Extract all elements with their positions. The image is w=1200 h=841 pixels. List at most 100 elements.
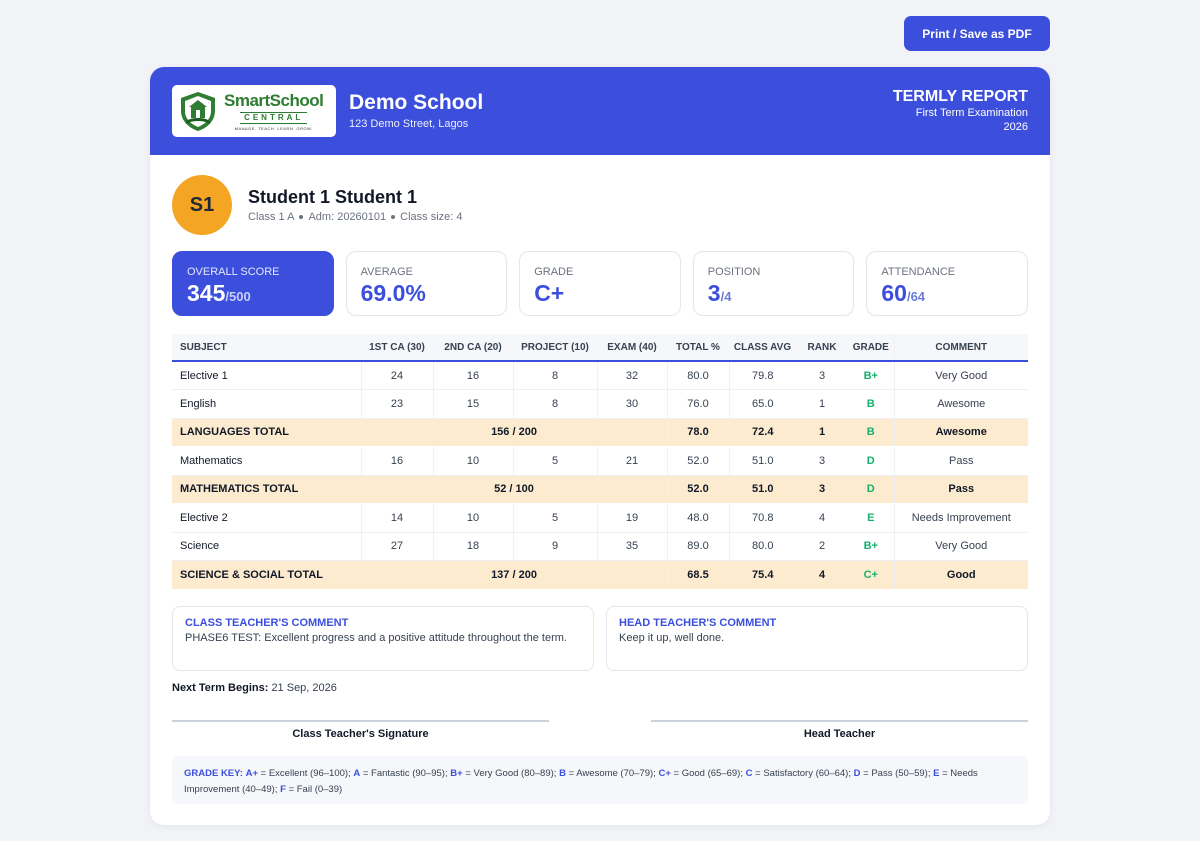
logo-central-text: CENTRAL xyxy=(240,111,308,124)
table-cell: D xyxy=(848,446,895,476)
table-cell: 72.4 xyxy=(729,418,796,447)
school-address: 123 Demo Street, Lagos xyxy=(349,118,469,130)
table-cell: Mathematics xyxy=(172,446,362,476)
table-cell: 27 xyxy=(361,532,434,561)
grade-key-grade: B+ xyxy=(450,768,463,779)
table-cell: 3 xyxy=(796,361,848,390)
table-cell: Very Good xyxy=(894,361,1028,390)
head-teacher-comment: HEAD TEACHER'S COMMENT Keep it up, well … xyxy=(606,606,1028,671)
table-cell: 1 xyxy=(796,389,848,419)
stat-value: C+ xyxy=(534,280,565,306)
table-cell: 52 / 100 xyxy=(361,475,668,504)
table-cell: Pass xyxy=(894,446,1028,476)
table-cell: B xyxy=(848,418,895,447)
table-cell: 9 xyxy=(513,532,598,561)
grade-key-desc: = Pass (50–59); xyxy=(863,768,931,779)
table-cell: Very Good xyxy=(894,532,1028,561)
grade-key-desc: = Good (65–69); xyxy=(673,768,743,779)
school-shield-icon xyxy=(181,92,215,131)
table-cell: LANGUAGES TOTAL xyxy=(172,418,362,447)
grade-key-desc: = Fail (0–39) xyxy=(288,784,343,795)
grade-key-grade: C+ xyxy=(658,768,671,779)
grade-key-grade: A xyxy=(353,768,361,779)
next-term: Next Term Begins: 21 Sep, 2026 xyxy=(172,682,337,694)
class-teacher-signature: Class Teacher's Signature xyxy=(172,720,549,740)
total-row: SCIENCE & SOCIAL TOTAL 137 / 200 68.5 75.4 4… xyxy=(172,560,1028,590)
column-header: PROJECT (10) xyxy=(513,334,597,362)
table-cell: E xyxy=(848,503,895,533)
stat-value: 345/500 xyxy=(187,280,251,306)
comment-text: PHASE6 TEST: Excellent progress and a po… xyxy=(185,632,567,644)
stat-value: 3/4 xyxy=(707,280,732,306)
comment-title: CLASS TEACHER'S COMMENT xyxy=(185,617,349,629)
separator-dot xyxy=(391,215,396,219)
stat-position: POSITION 3/4 xyxy=(692,251,855,316)
grade-key-grade: E xyxy=(933,768,940,779)
table-cell: B+ xyxy=(848,361,895,390)
table-cell: 24 xyxy=(361,361,434,390)
logo-wordmark: SmartSchool xyxy=(224,90,324,110)
grade-key: GRADE KEY: A+ = Excellent (96–100); A = … xyxy=(172,756,1028,804)
report-card: SmartSchool CENTRAL MANAGE. TEACH. LEARN… xyxy=(150,67,1050,825)
stat-label: OVERALL SCORE xyxy=(187,266,280,278)
grade-key-grade: D xyxy=(853,768,861,779)
comment-title: HEAD TEACHER'S COMMENT xyxy=(619,617,777,629)
table-cell: 1 xyxy=(796,418,848,447)
total-row: LANGUAGES TOTAL 156 / 200 78.0 72.4 1 B Awesom… xyxy=(172,418,1028,447)
table-cell: 3 xyxy=(796,475,848,504)
table-cell: 5 xyxy=(513,446,598,476)
head-teacher-signature: Head Teacher xyxy=(651,720,1028,740)
table-cell: 156 / 200 xyxy=(361,418,668,447)
student-adm: Adm: 20260101 xyxy=(308,211,387,223)
stat-label: GRADE xyxy=(534,266,574,278)
table-cell: Awesome xyxy=(894,389,1028,419)
stat-average: AVERAGE 69.0% xyxy=(345,251,508,316)
table-cell: 8 xyxy=(513,389,598,419)
stat-label: POSITION xyxy=(707,266,761,278)
table-cell: 137 / 200 xyxy=(361,560,668,590)
table-row: Mathematics 16 10 5 21 52.0 51.0 3 D Pass xyxy=(172,446,1028,476)
table-cell: Elective 2 xyxy=(172,503,362,533)
column-header: TOTAL % xyxy=(667,334,729,362)
stat-value: 60/64 xyxy=(881,280,926,306)
table-cell: 4 xyxy=(796,503,848,533)
grade-key-grade: C xyxy=(745,768,753,779)
school-logo: SmartSchool CENTRAL MANAGE. TEACH. LEARN… xyxy=(172,85,336,137)
table-cell: 4 xyxy=(796,560,848,590)
table-cell: 10 xyxy=(433,446,514,476)
table-cell: B xyxy=(848,389,895,419)
table-row: Science 27 18 9 35 89.0 80.0 2 B+ Very Good xyxy=(172,532,1028,561)
table-cell: English xyxy=(172,389,362,419)
stat-label: AVERAGE xyxy=(360,266,413,278)
table-cell: Pass xyxy=(894,475,1028,504)
stats-row: OVERALL SCORE 345/500 AVERAGE 69.0% GRAD… xyxy=(172,251,1028,316)
student-meta: Class 1 A Adm: 20260101 Class size: 4 xyxy=(248,211,463,223)
table-cell: 68.5 xyxy=(667,560,730,590)
print-save-pdf-button[interactable]: Print / Save as PDF xyxy=(904,16,1050,51)
table-cell: 23 xyxy=(361,389,434,419)
table-cell: 76.0 xyxy=(667,389,730,419)
student-name: Student 1 Student 1 xyxy=(248,187,418,207)
table-cell: 14 xyxy=(361,503,434,533)
report-info: TERMLY REPORT First Term Examination 202… xyxy=(893,88,1028,134)
report-title: TERMLY REPORT xyxy=(892,88,1028,105)
table-cell: 80.0 xyxy=(729,532,796,561)
table-cell: SCIENCE & SOCIAL TOTAL xyxy=(172,560,362,590)
stat-value: 69.0% xyxy=(360,280,426,306)
grade-key-desc: = Satisfactory (60–64); xyxy=(755,768,851,779)
table-row: Elective 1 24 16 8 32 80.0 79.8 3 B+ Very Good xyxy=(172,361,1028,390)
separator-dot xyxy=(299,215,304,219)
table-row: English 23 15 8 30 76.0 65.0 1 B Awesome xyxy=(172,389,1028,419)
table-cell: 89.0 xyxy=(667,532,730,561)
table-header-row: SUBJECT 1ST CA (30) 2ND CA (20) PROJECT (10… xyxy=(172,334,1028,362)
table-cell: 52.0 xyxy=(667,475,730,504)
table-cell: 30 xyxy=(597,389,668,419)
results-table-container: SUBJECT 1ST CA (30) 2ND CA (20) PROJECT (10… xyxy=(172,334,1028,590)
table-cell: 15 xyxy=(433,389,514,419)
table-cell: Good xyxy=(894,560,1028,590)
column-header: GRADE xyxy=(848,334,895,362)
table-cell: 65.0 xyxy=(729,389,796,419)
table-cell: C+ xyxy=(848,560,895,590)
table-cell: B+ xyxy=(848,532,895,561)
report-header: SmartSchool CENTRAL MANAGE. TEACH. LEARN… xyxy=(150,67,1050,155)
